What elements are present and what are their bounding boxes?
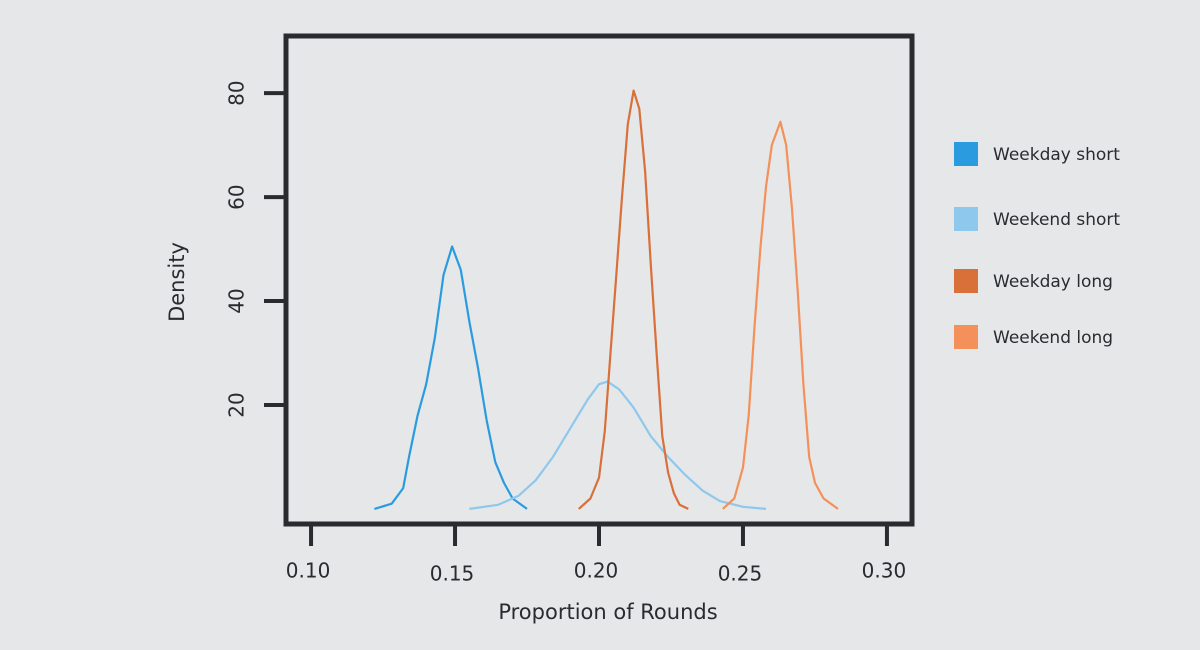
x-tick-label: 0.20	[574, 559, 619, 583]
legend-label: Weekend long	[993, 328, 1113, 348]
x-tick-label: 0.15	[430, 562, 475, 586]
legend-label: Weekday long	[993, 272, 1113, 292]
legend-swatch	[954, 325, 978, 349]
density-line	[374, 245, 528, 510]
legend-swatch	[954, 207, 978, 231]
density-line	[578, 89, 689, 510]
legend-swatch	[954, 269, 978, 293]
legend-label: Weekend short	[993, 210, 1120, 230]
density-line	[722, 120, 839, 510]
y-tick-label: 40	[225, 288, 249, 313]
x-axis-label: Proportion of Rounds	[498, 600, 717, 624]
y-tick-label: 80	[225, 80, 249, 105]
plot-frame	[283, 33, 915, 527]
legend-label: Weekday short	[993, 145, 1120, 165]
y-axis-label: Density	[165, 242, 189, 322]
x-tick-label: 0.10	[286, 559, 331, 583]
x-tick-label: 0.25	[718, 562, 763, 586]
legend-swatch	[954, 142, 978, 166]
y-tick-label: 60	[225, 184, 249, 209]
y-tick-label: 20	[225, 392, 249, 417]
density-line	[469, 380, 767, 510]
x-tick-label: 0.30	[862, 559, 907, 583]
